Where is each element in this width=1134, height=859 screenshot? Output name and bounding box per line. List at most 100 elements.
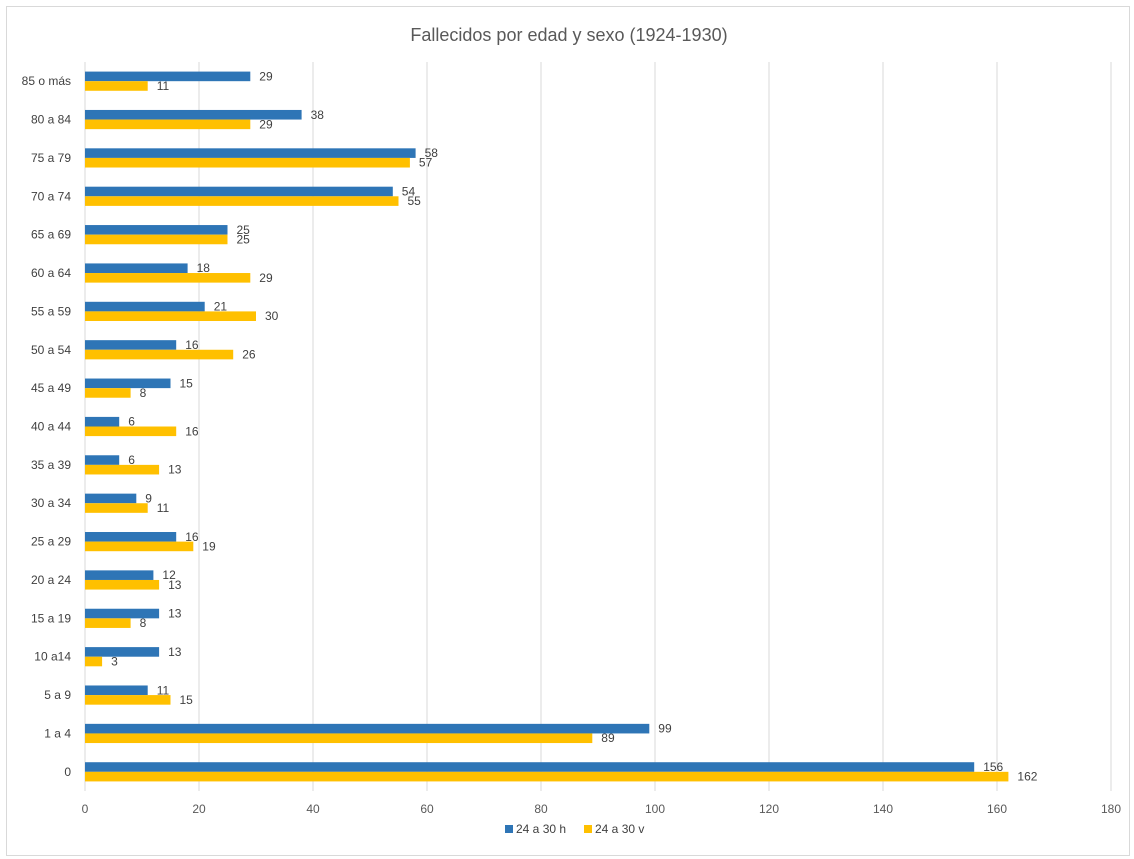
data-label: 11 xyxy=(157,501,170,515)
data-label: 162 xyxy=(1017,770,1037,784)
bar-h xyxy=(85,263,188,274)
data-label: 30 xyxy=(265,309,279,323)
category-label: 85 o más xyxy=(22,74,71,88)
bar-v xyxy=(85,464,160,475)
data-label: 29 xyxy=(259,271,273,285)
data-label: 38 xyxy=(311,108,325,122)
bar-v xyxy=(85,618,131,628)
category-label: 70 a 74 xyxy=(31,189,71,203)
data-label: 25 xyxy=(237,232,251,246)
data-label: 156 xyxy=(983,760,1003,774)
x-tick-label: 180 xyxy=(1101,802,1121,816)
category-label: 55 a 59 xyxy=(31,304,71,318)
legend-label: 24 a 30 h xyxy=(516,822,566,836)
bar-v xyxy=(85,771,1009,782)
category-label: 75 a 79 xyxy=(31,151,71,165)
bar-v xyxy=(85,196,399,206)
category-label: 60 a 64 xyxy=(31,266,71,280)
bar-v xyxy=(85,311,256,321)
category-label: 15 a 19 xyxy=(31,611,71,625)
bar-h xyxy=(85,685,148,696)
bar-h xyxy=(85,608,160,619)
data-label: 29 xyxy=(259,69,273,83)
bar-h xyxy=(85,416,120,427)
chart-area: Fallecidos por edad y sexo (1924-1930) 0… xyxy=(6,6,1130,856)
category-label: 80 a 84 xyxy=(31,113,71,127)
data-label: 19 xyxy=(202,539,216,553)
category-label: 35 a 39 xyxy=(31,458,71,472)
data-label: 11 xyxy=(157,683,170,697)
bar-v xyxy=(85,656,103,667)
bar-v xyxy=(85,695,171,705)
bar-h xyxy=(85,225,228,235)
bar-v xyxy=(85,273,251,283)
data-label: 8 xyxy=(140,386,147,400)
data-label: 99 xyxy=(658,722,672,736)
data-label: 13 xyxy=(168,463,182,477)
category-label: 0 xyxy=(64,765,71,779)
data-label: 18 xyxy=(197,261,211,275)
x-tick-label: 120 xyxy=(759,802,779,816)
legend-swatch xyxy=(505,825,513,833)
category-label: 10 a14 xyxy=(34,650,71,664)
bar-v xyxy=(85,119,251,130)
bar-h xyxy=(85,71,251,82)
category-label: 50 a 54 xyxy=(31,343,71,357)
data-label: 9 xyxy=(145,491,152,505)
category-label: 25 a 29 xyxy=(31,535,71,549)
data-label: 29 xyxy=(259,117,273,131)
chart-title: Fallecidos por edad y sexo (1924-1930) xyxy=(410,25,727,45)
data-label: 21 xyxy=(214,300,228,314)
category-label: 45 a 49 xyxy=(31,381,71,395)
legend-label: 24 a 30 v xyxy=(595,822,644,836)
bar-h xyxy=(85,109,302,120)
data-label: 16 xyxy=(185,424,199,438)
bar-v xyxy=(85,234,228,245)
category-label: 40 a 44 xyxy=(31,420,71,434)
bar-h xyxy=(85,340,177,350)
bar-h xyxy=(85,493,137,504)
x-tick-label: 80 xyxy=(534,802,548,816)
category-label: 5 a 9 xyxy=(44,688,71,702)
x-tick-label: 140 xyxy=(873,802,893,816)
bar-h xyxy=(85,762,975,772)
bar-h xyxy=(85,647,160,657)
bar-v xyxy=(85,349,234,360)
x-tick-label: 0 xyxy=(82,802,89,816)
data-label: 12 xyxy=(162,568,176,582)
data-label: 13 xyxy=(168,607,182,621)
bar-v xyxy=(85,81,148,91)
category-label: 30 a 34 xyxy=(31,496,71,510)
data-label: 6 xyxy=(128,415,135,429)
data-label: 8 xyxy=(140,616,147,630)
data-label: 25 xyxy=(237,223,251,237)
data-label: 13 xyxy=(168,578,182,592)
bar-h xyxy=(85,148,416,158)
data-label: 58 xyxy=(425,146,439,160)
x-tick-label: 40 xyxy=(306,802,320,816)
data-label: 13 xyxy=(168,645,182,659)
category-label: 65 a 69 xyxy=(31,228,71,242)
data-label: 15 xyxy=(180,693,194,707)
data-label: 55 xyxy=(408,194,422,208)
x-tick-label: 100 xyxy=(645,802,665,816)
data-label: 54 xyxy=(402,184,416,198)
data-label: 11 xyxy=(157,79,170,93)
data-label: 16 xyxy=(185,530,199,544)
bar-v xyxy=(85,579,160,590)
data-label: 15 xyxy=(180,376,194,390)
legend-swatch xyxy=(584,825,592,833)
bar-v xyxy=(85,388,131,398)
x-tick-label: 160 xyxy=(987,802,1007,816)
data-label: 16 xyxy=(185,338,199,352)
x-tick-label: 20 xyxy=(192,802,206,816)
category-label: 1 a 4 xyxy=(44,726,71,740)
bar-h xyxy=(85,723,650,734)
bar-h xyxy=(85,570,154,580)
data-label: 26 xyxy=(242,348,256,362)
category-label: 20 a 24 xyxy=(31,573,71,587)
bar-h xyxy=(85,301,205,312)
data-label: 6 xyxy=(128,453,135,467)
bar-h xyxy=(85,532,177,542)
legend: 24 a 30 h 24 a 30 v xyxy=(505,822,644,836)
